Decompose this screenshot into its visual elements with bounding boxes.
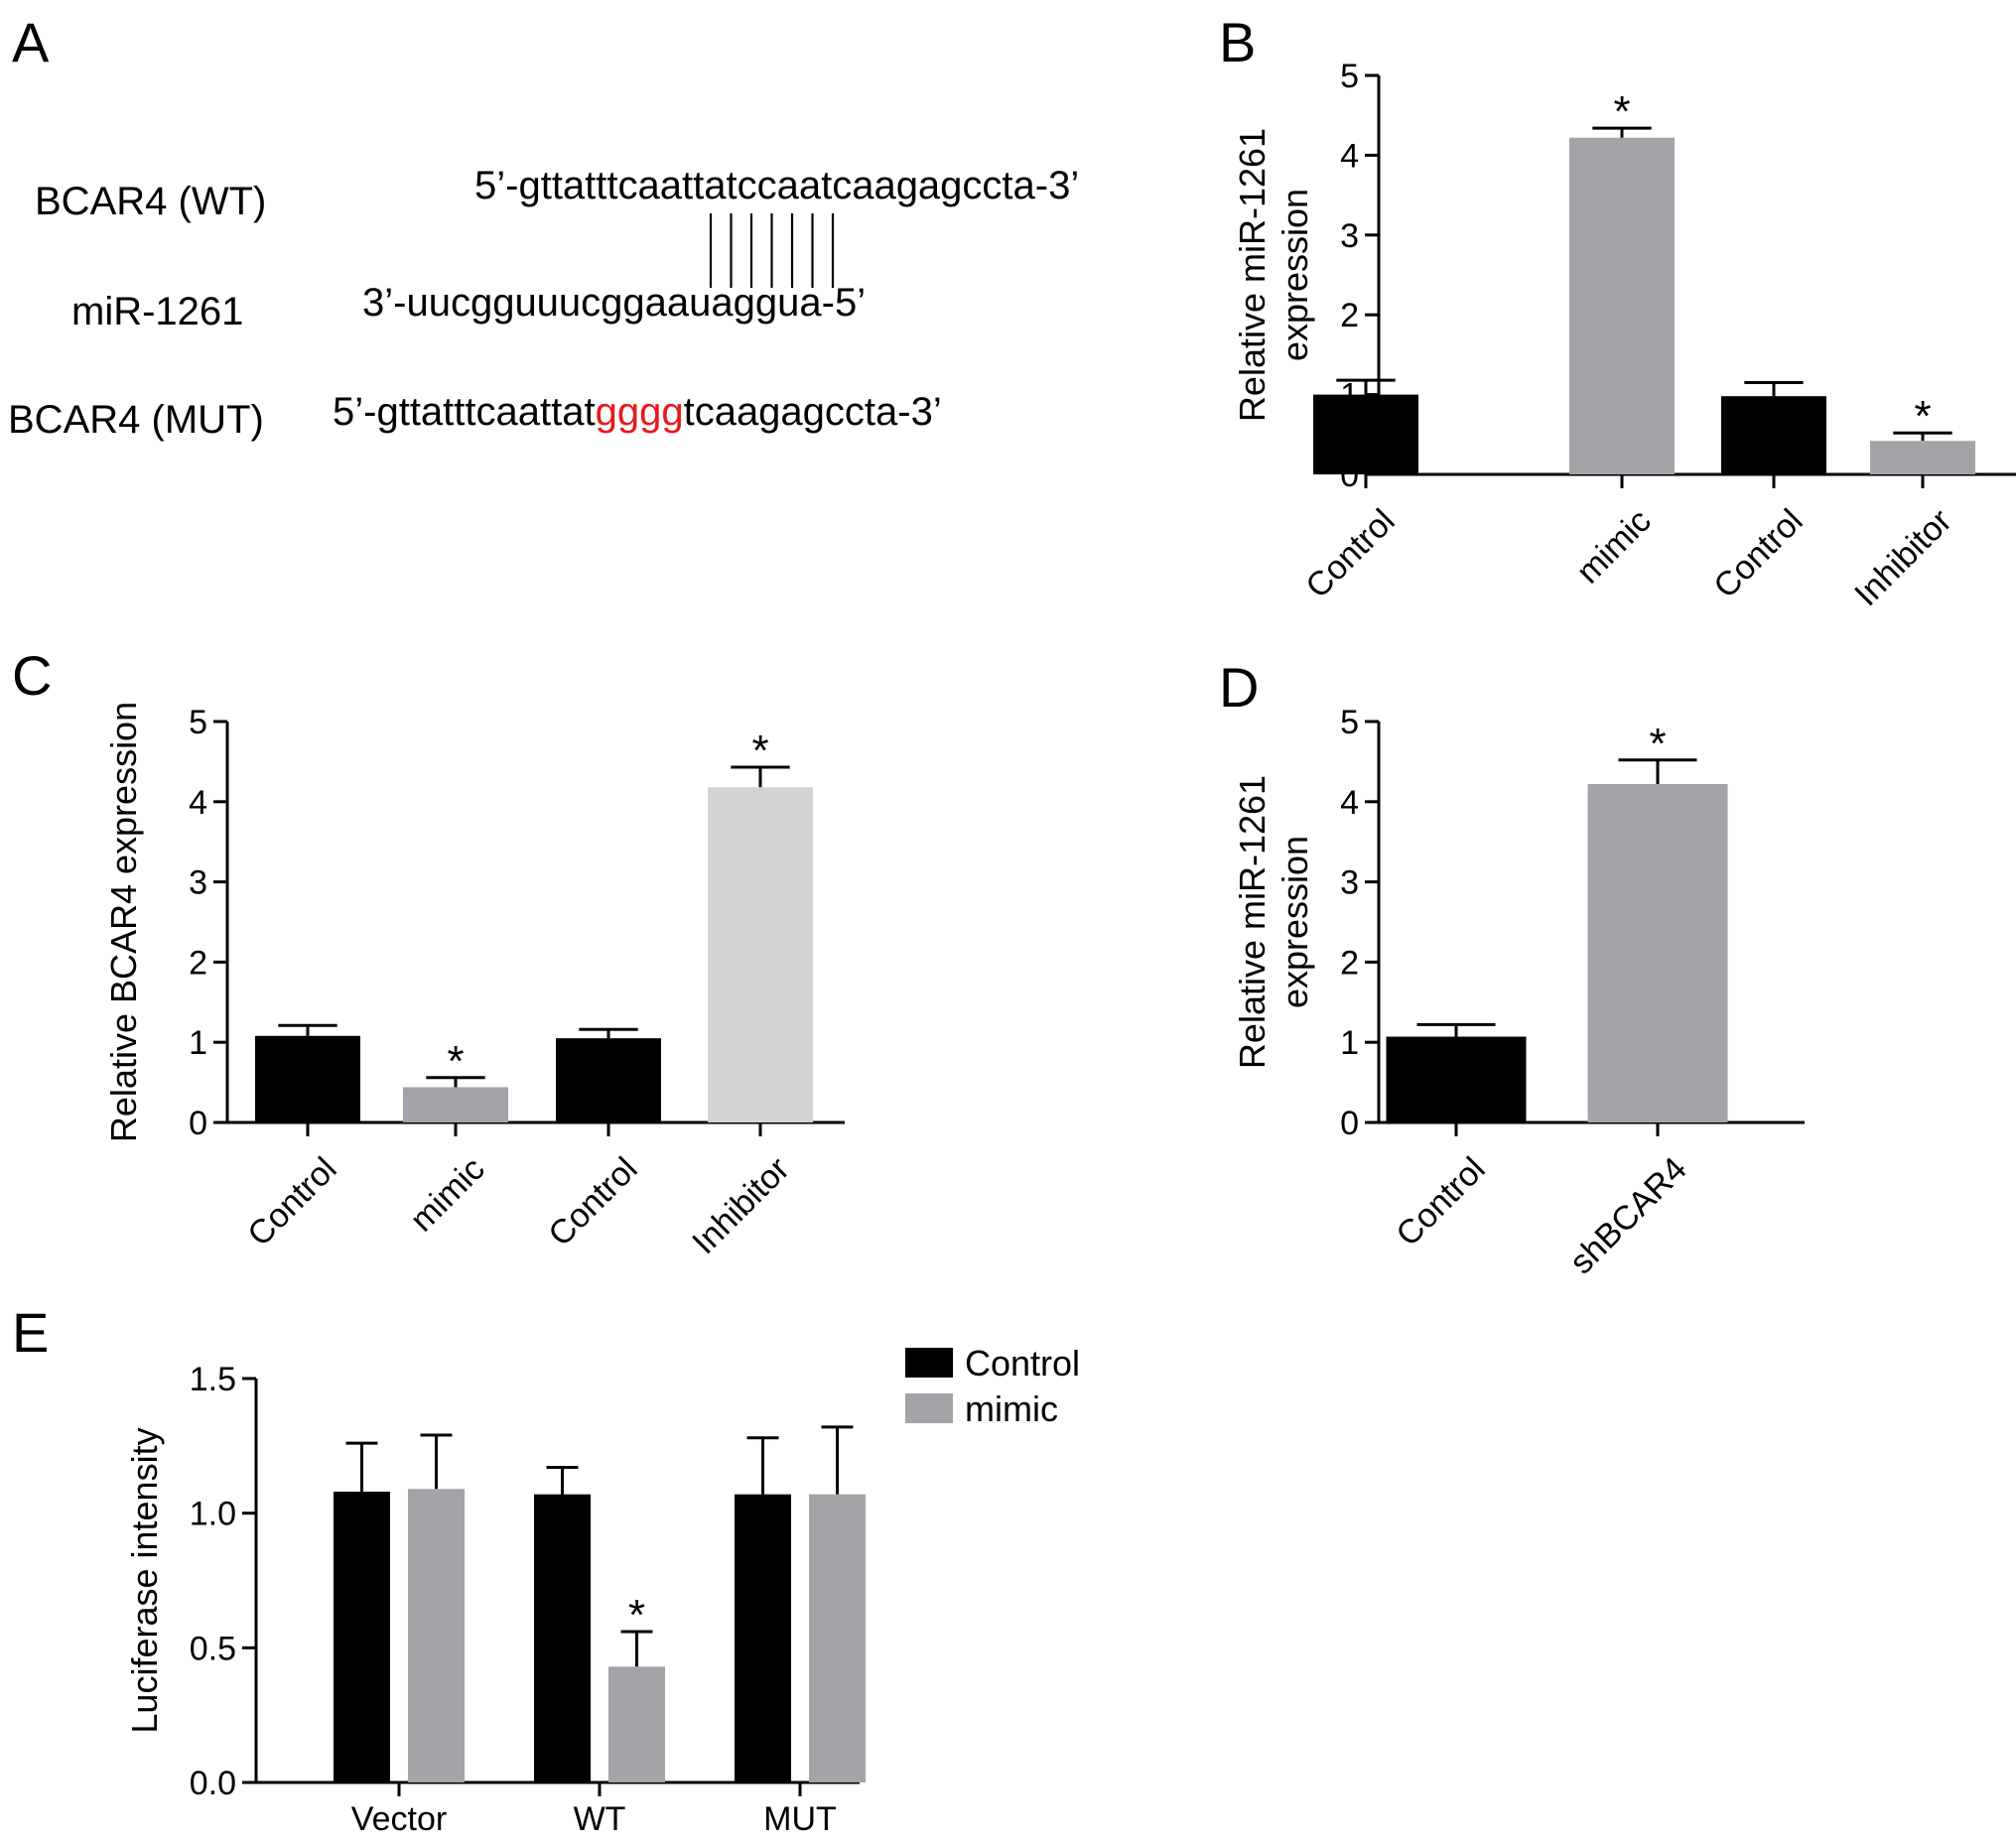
base-pair-lines — [709, 213, 835, 288]
bar — [735, 1494, 791, 1782]
bar — [1313, 394, 1418, 474]
significance-star: * — [1649, 720, 1666, 768]
chart-e: 0.0 0.5 1.0 1.5 Vector * WT MUT Luciferase inten… — [124, 1343, 1080, 1838]
y-tick-label: 1 — [189, 1024, 207, 1062]
y-axis-label-line2: expression — [1275, 836, 1315, 1008]
significance-star: * — [628, 1591, 645, 1640]
bar — [1569, 137, 1675, 474]
legend-swatch — [905, 1393, 953, 1423]
x-category-label: Inhibitor — [685, 1150, 796, 1261]
x-category-label: Control — [1298, 502, 1402, 605]
y-axis-label-line1: Relative miR-1261 — [1232, 775, 1273, 1069]
y-tick-label: 0.0 — [190, 1765, 236, 1802]
chart-c: 0 1 2 3 4 5 Control * mimic Control * Inhibitor Rela… — [103, 702, 845, 1261]
bar — [1587, 784, 1728, 1122]
significance-star: * — [1914, 392, 1931, 441]
panel-letter-c: C — [12, 644, 52, 707]
wt-sequence: 5’-gttatttcaattatccaatcaagagccta-3’ — [474, 164, 1079, 207]
bar — [1870, 441, 1975, 474]
y-tick-label: 5 — [1340, 704, 1359, 741]
y-tick-label: 4 — [1340, 137, 1359, 175]
y-tick-label: 1.5 — [190, 1361, 236, 1398]
legend-label: Control — [965, 1343, 1080, 1383]
x-category-label: Vector — [351, 1800, 447, 1838]
mir-label: miR-1261 — [71, 290, 243, 333]
x-category-label: Control — [541, 1150, 644, 1253]
panel-letter-e: E — [12, 1301, 49, 1364]
mir-sequence: 3’-uucgguuucggaauaggua-5’ — [362, 281, 866, 325]
y-tick-label: 0 — [1340, 1105, 1359, 1142]
panel-letter-a: A — [12, 11, 50, 73]
mut-sequence-suffix: tcaagagccta-3’ — [684, 390, 942, 434]
significance-star: * — [1613, 87, 1630, 136]
y-tick-label: 1.0 — [190, 1496, 236, 1533]
x-category-label: Control — [1389, 1150, 1492, 1253]
y-axis-label-line1: Relative miR-1261 — [1232, 128, 1273, 422]
mut-sequence-highlight: gggg — [596, 390, 684, 434]
panel-a: A BCAR4 (WT) miR-1261 BCAR4 (MUT) 5’-gtt… — [8, 11, 1079, 442]
y-axis-label: Luciferase intensity — [124, 1427, 165, 1733]
y-axis-label: Relative BCAR4 expression — [103, 702, 144, 1142]
mut-sequence-prefix: 5’-gttatttcaattat — [333, 390, 596, 434]
y-tick-label: 0.5 — [190, 1630, 236, 1667]
bar — [708, 787, 813, 1122]
chart-d: 0 1 2 3 4 5 Control * shBCAR4 Relative miR-1261 ex… — [1232, 704, 1805, 1281]
x-category-label: mimic — [1569, 502, 1659, 592]
y-axis-label-line2: expression — [1275, 189, 1315, 361]
y-tick-label: 0 — [189, 1105, 207, 1142]
panel-letter-d: D — [1219, 656, 1259, 719]
bar — [334, 1491, 390, 1782]
bar — [1721, 396, 1826, 474]
y-tick-label: 3 — [1340, 864, 1359, 902]
y-tick-label: 4 — [1340, 784, 1359, 822]
bar — [403, 1087, 508, 1122]
mut-sequence: 5’-gttatttcaattatggggtcaagagccta-3’ — [333, 390, 942, 434]
bar — [809, 1494, 866, 1782]
y-tick-label: 5 — [1340, 58, 1359, 95]
x-category-label: WT — [574, 1800, 626, 1838]
x-category-label: Control — [240, 1150, 343, 1253]
significance-star: * — [447, 1037, 464, 1086]
bar — [556, 1038, 661, 1122]
bar — [408, 1489, 465, 1782]
legend-label: mimic — [965, 1388, 1058, 1429]
y-tick-label: 3 — [1340, 217, 1359, 255]
y-tick-label: 1 — [1340, 1024, 1359, 1062]
mut-label: BCAR4 (MUT) — [8, 398, 264, 442]
significance-star: * — [751, 726, 768, 775]
chart-b: 012345Control*mimicControl*InhibitorRela… — [1232, 58, 2016, 613]
y-tick-label: 5 — [189, 704, 207, 741]
wt-label: BCAR4 (WT) — [35, 180, 266, 223]
y-tick-label: 4 — [189, 784, 207, 822]
bar — [1386, 1036, 1527, 1122]
y-tick-label: 2 — [1340, 944, 1359, 982]
bar — [534, 1494, 591, 1782]
bar — [608, 1666, 665, 1782]
y-tick-label: 2 — [1340, 297, 1359, 334]
bar — [255, 1035, 360, 1122]
x-category-label: Inhibitor — [1847, 502, 1958, 613]
x-category-label: shBCAR4 — [1562, 1150, 1693, 1281]
y-tick-label: 2 — [189, 944, 207, 982]
y-tick-label: 3 — [189, 864, 207, 902]
x-category-label: Control — [1706, 502, 1810, 605]
legend-swatch — [905, 1348, 953, 1378]
x-category-label: mimic — [403, 1150, 492, 1240]
panel-letter-b: B — [1219, 11, 1256, 73]
x-category-label: MUT — [763, 1800, 837, 1838]
